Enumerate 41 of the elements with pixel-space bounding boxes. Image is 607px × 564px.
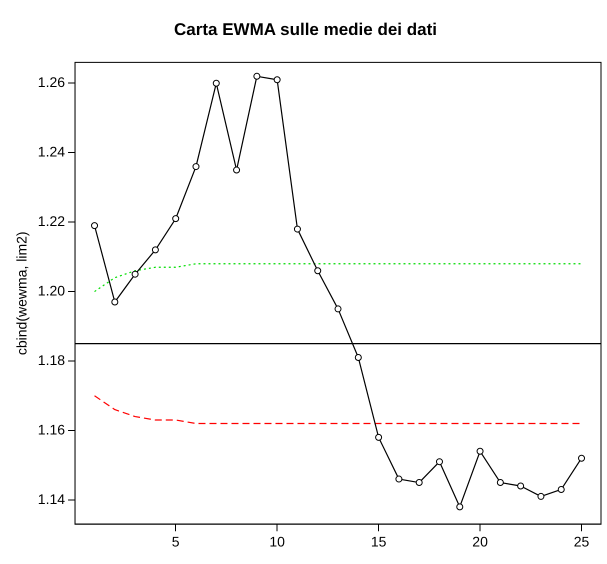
- point: [212, 80, 220, 87]
- point: [233, 166, 240, 174]
- point: [578, 454, 586, 462]
- point: [172, 215, 180, 222]
- line-series: [94, 395, 582, 424]
- x-tick-label: 15: [370, 533, 387, 550]
- point: [132, 270, 139, 278]
- point: [537, 492, 544, 500]
- y-tick-label: 1.22: [38, 212, 66, 229]
- x-tick-label: 25: [574, 533, 590, 550]
- x-tick-label: 20: [472, 533, 488, 550]
- point: [253, 72, 260, 80]
- point: [456, 503, 464, 510]
- y-tick-label: 1.16: [38, 421, 66, 438]
- chart-title: Carta EWMA sulle medie dei dati: [174, 20, 437, 39]
- point: [476, 448, 484, 455]
- point: [558, 486, 565, 493]
- point: [416, 479, 423, 486]
- x-tick-label: 10: [269, 533, 286, 550]
- point: [192, 163, 200, 170]
- point: [496, 479, 504, 486]
- y-axis-title: cbind(wewma, lim2): [13, 231, 30, 356]
- y-tick-label: 1.26: [38, 74, 66, 90]
- x-tick-label: 5: [172, 533, 180, 550]
- point: [111, 298, 118, 306]
- point: [274, 76, 281, 84]
- y-tick-label: 1.14: [38, 490, 66, 507]
- y-tick-label: 1.24: [38, 144, 66, 160]
- point: [354, 354, 362, 362]
- point: [375, 434, 382, 441]
- y-tick-label: 1.20: [38, 282, 66, 298]
- point: [152, 246, 159, 254]
- y-tick-label: 1.18: [38, 352, 66, 368]
- line-series: [94, 263, 582, 292]
- point: [334, 305, 342, 312]
- point: [314, 267, 322, 274]
- point: [517, 482, 524, 490]
- point: [395, 476, 402, 483]
- point: [436, 458, 443, 466]
- point: [91, 222, 98, 230]
- point: [294, 226, 301, 233]
